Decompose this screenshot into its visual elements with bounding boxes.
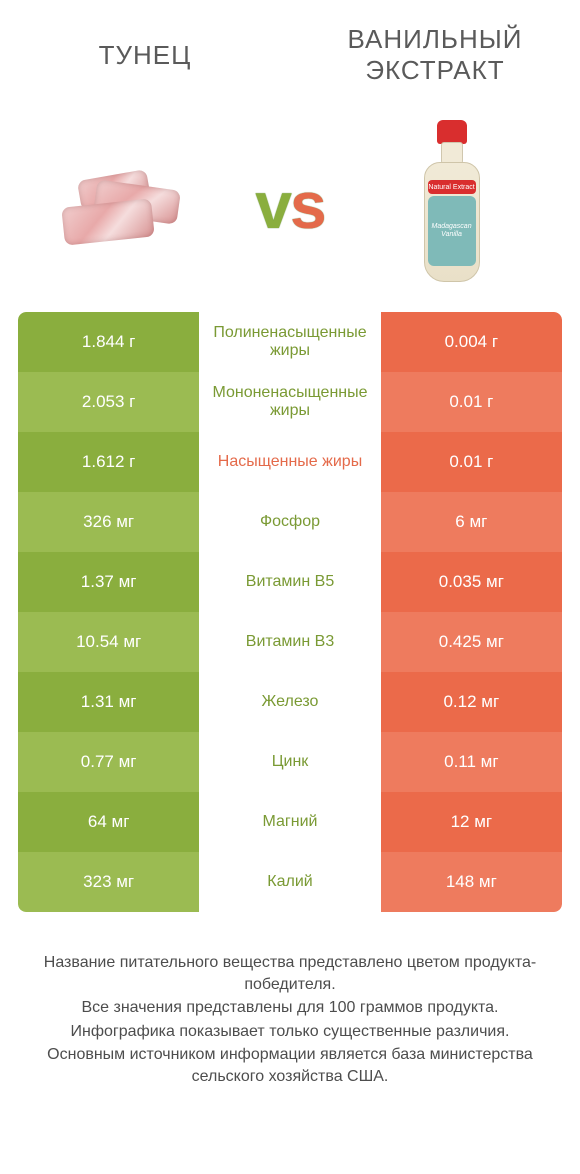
right-value: 0.11 мг: [381, 732, 562, 792]
right-value: 0.035 мг: [381, 552, 562, 612]
bottle-icon: Natural Extract Madagascan Vanilla: [417, 120, 487, 290]
table-row: 326 мгФосфор6 мг: [18, 492, 562, 552]
footer-line: Основным источником информации является …: [26, 1044, 554, 1087]
left-value: 326 мг: [18, 492, 199, 552]
nutrient-label: Насыщенные жиры: [199, 432, 380, 492]
right-product-image: Natural Extract Madagascan Vanilla: [362, 120, 542, 290]
right-value: 6 мг: [381, 492, 562, 552]
table-row: 0.77 мгЦинк0.11 мг: [18, 732, 562, 792]
right-value: 0.01 г: [381, 372, 562, 432]
right-value: 0.425 мг: [381, 612, 562, 672]
nutrient-label: Полиненасыщенные жиры: [199, 312, 380, 372]
comparison-table: 1.844 гПолиненасыщенные жиры0.004 г2.053…: [0, 300, 580, 912]
left-value: 10.54 мг: [18, 612, 199, 672]
table-row: 1.31 мгЖелезо0.12 мг: [18, 672, 562, 732]
nutrient-label: Мононенасыщенные жиры: [199, 372, 380, 432]
left-value: 1.37 мг: [18, 552, 199, 612]
right-value: 148 мг: [381, 852, 562, 912]
nutrient-label: Калий: [199, 852, 380, 912]
tuna-icon: [53, 155, 203, 255]
nutrient-label: Витамин B3: [199, 612, 380, 672]
left-product-title: Тунец: [0, 40, 290, 71]
nutrient-label: Железо: [199, 672, 380, 732]
vs-label: vs: [255, 167, 324, 243]
table-row: 64 мгМагний12 мг: [18, 792, 562, 852]
left-value: 0.77 мг: [18, 732, 199, 792]
right-product-title: Ванильный экстракт: [290, 24, 580, 86]
header: Тунец Ванильный экстракт: [0, 0, 580, 110]
nutrient-label: Фосфор: [199, 492, 380, 552]
bottle-band-text: Natural Extract: [428, 180, 476, 194]
left-value: 1.844 г: [18, 312, 199, 372]
footer-notes: Название питательного вещества представл…: [0, 952, 580, 1088]
hero-row: vs Natural Extract Madagascan Vanilla: [0, 110, 580, 300]
left-value: 323 мг: [18, 852, 199, 912]
right-value: 0.004 г: [381, 312, 562, 372]
table-row: 10.54 мгВитамин B30.425 мг: [18, 612, 562, 672]
nutrient-label: Цинк: [199, 732, 380, 792]
table-row: 1.844 гПолиненасыщенные жиры0.004 г: [18, 312, 562, 372]
table-row: 1.612 гНасыщенные жиры0.01 г: [18, 432, 562, 492]
right-value: 0.01 г: [381, 432, 562, 492]
table-row: 323 мгКалий148 мг: [18, 852, 562, 912]
left-value: 1.31 мг: [18, 672, 199, 732]
footer-line: Инфографика показывает только существенн…: [26, 1021, 554, 1043]
left-value: 64 мг: [18, 792, 199, 852]
nutrient-label: Магний: [199, 792, 380, 852]
table-row: 1.37 мгВитамин B50.035 мг: [18, 552, 562, 612]
right-value: 0.12 мг: [381, 672, 562, 732]
footer-line: Название питательного вещества представл…: [26, 952, 554, 995]
left-value: 2.053 г: [18, 372, 199, 432]
left-value: 1.612 г: [18, 432, 199, 492]
nutrient-label: Витамин B5: [199, 552, 380, 612]
right-value: 12 мг: [381, 792, 562, 852]
left-product-image: [38, 155, 218, 255]
bottle-label-text: Madagascan Vanilla: [428, 196, 476, 266]
footer-line: Все значения представлены для 100 граммо…: [26, 997, 554, 1019]
table-row: 2.053 гМононенасыщенные жиры0.01 г: [18, 372, 562, 432]
